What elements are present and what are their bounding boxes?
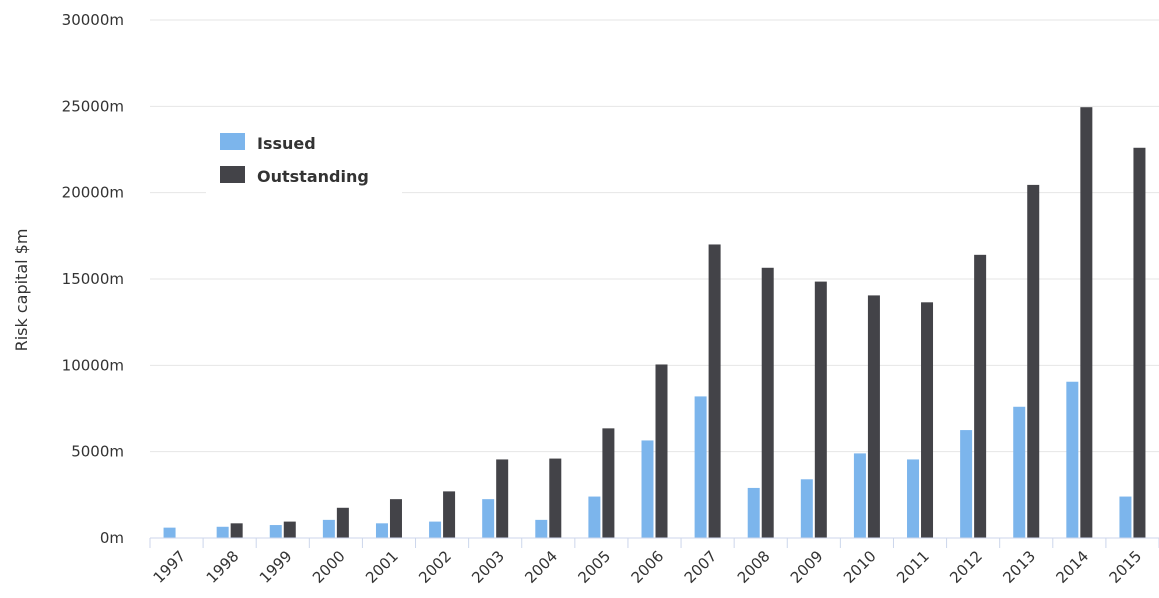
x-tick-label: 2003: [468, 547, 508, 587]
bar-issued-2015[interactable]: [1119, 496, 1132, 538]
x-tick-label: 2000: [309, 547, 349, 587]
legend-label-issued[interactable]: Issued: [257, 134, 316, 153]
x-tick-label: 1999: [256, 547, 296, 587]
x-tick-label: 2007: [681, 547, 721, 587]
bar-outstanding-2003[interactable]: [496, 459, 509, 538]
bar-outstanding-1998[interactable]: [230, 523, 243, 538]
bar-issued-2012[interactable]: [960, 430, 973, 538]
bar-issued-2008[interactable]: [747, 487, 760, 538]
bar-outstanding-2012[interactable]: [974, 254, 987, 538]
x-tick-label: 2009: [787, 547, 827, 587]
bars: [163, 107, 1146, 539]
bar-issued-2000[interactable]: [322, 519, 335, 538]
x-tick-label: 2006: [628, 547, 668, 587]
bar-issued-2010[interactable]: [853, 453, 866, 538]
bar-issued-2009[interactable]: [800, 479, 813, 538]
x-tick-label: 2011: [893, 547, 933, 587]
bar-outstanding-2002[interactable]: [443, 491, 456, 538]
y-tick-label: 0m: [100, 529, 124, 547]
x-tick-label: 2015: [1106, 547, 1146, 587]
y-tick-label: 5000m: [71, 443, 124, 461]
legend: Issued Outstanding: [206, 123, 402, 197]
x-tick-label: 2002: [415, 547, 455, 587]
gridlines: [150, 19, 1159, 453]
legend-swatch-outstanding[interactable]: [220, 166, 245, 183]
y-tick-label: 15000m: [62, 270, 124, 288]
bar-outstanding-2010[interactable]: [867, 295, 880, 538]
bar-outstanding-2014[interactable]: [1080, 107, 1093, 539]
bar-issued-2002[interactable]: [429, 521, 442, 538]
bar-issued-1997[interactable]: [163, 527, 176, 538]
x-tick-label: 1997: [150, 547, 190, 587]
x-tick-label: 2001: [362, 547, 402, 587]
x-tick-label: 2010: [840, 547, 880, 587]
bar-issued-1999[interactable]: [269, 525, 282, 538]
bar-outstanding-2008[interactable]: [761, 267, 774, 538]
y-tick-label: 10000m: [62, 356, 124, 374]
y-axis-tick-labels: 0m 5000m 10000m 15000m 20000m 25000m 30000m: [62, 11, 124, 547]
bar-outstanding-2004[interactable]: [549, 458, 562, 538]
bar-issued-2011[interactable]: [907, 459, 920, 538]
x-tick-label: 1998: [203, 547, 243, 587]
legend-swatch-issued[interactable]: [220, 133, 245, 150]
bar-outstanding-2013[interactable]: [1027, 184, 1040, 538]
bar-issued-2007[interactable]: [694, 396, 707, 538]
bar-issued-2013[interactable]: [1013, 406, 1026, 538]
bar-outstanding-2007[interactable]: [708, 244, 721, 538]
y-tick-label: 20000m: [62, 184, 124, 202]
bar-outstanding-2001[interactable]: [389, 499, 402, 538]
y-tick-label: 25000m: [62, 97, 124, 115]
bar-outstanding-2005[interactable]: [602, 428, 615, 538]
x-tick-label: 2013: [999, 547, 1039, 587]
bar-issued-2001[interactable]: [375, 523, 388, 538]
bar-issued-1998[interactable]: [216, 526, 229, 538]
bar-issued-2005[interactable]: [588, 496, 601, 538]
x-tick-label: 2014: [1052, 547, 1092, 587]
legend-label-outstanding[interactable]: Outstanding: [257, 167, 369, 186]
x-axis-ticks: 1997 1998 1999 2000 2001 2002 2003 2004 2005 2006…: [149, 538, 1159, 587]
bar-outstanding-2006[interactable]: [655, 364, 668, 538]
bar-outstanding-2000[interactable]: [336, 507, 349, 538]
bar-outstanding-2009[interactable]: [814, 281, 827, 538]
x-tick-label: 2004: [521, 547, 561, 587]
y-axis-title: Risk capital $m: [12, 229, 31, 352]
bar-outstanding-2011[interactable]: [921, 302, 934, 538]
x-tick-label: 2012: [946, 547, 986, 587]
bar-outstanding-2015[interactable]: [1133, 147, 1146, 539]
bar-issued-2004[interactable]: [535, 519, 548, 538]
y-tick-label: 30000m: [62, 11, 124, 29]
bar-issued-2014[interactable]: [1066, 381, 1079, 538]
bar-issued-2003[interactable]: [482, 499, 495, 538]
bar-outstanding-1999[interactable]: [283, 521, 296, 538]
x-tick-label: 2005: [574, 547, 614, 587]
x-tick-label: 2008: [734, 547, 774, 587]
bar-issued-2006[interactable]: [641, 440, 654, 538]
